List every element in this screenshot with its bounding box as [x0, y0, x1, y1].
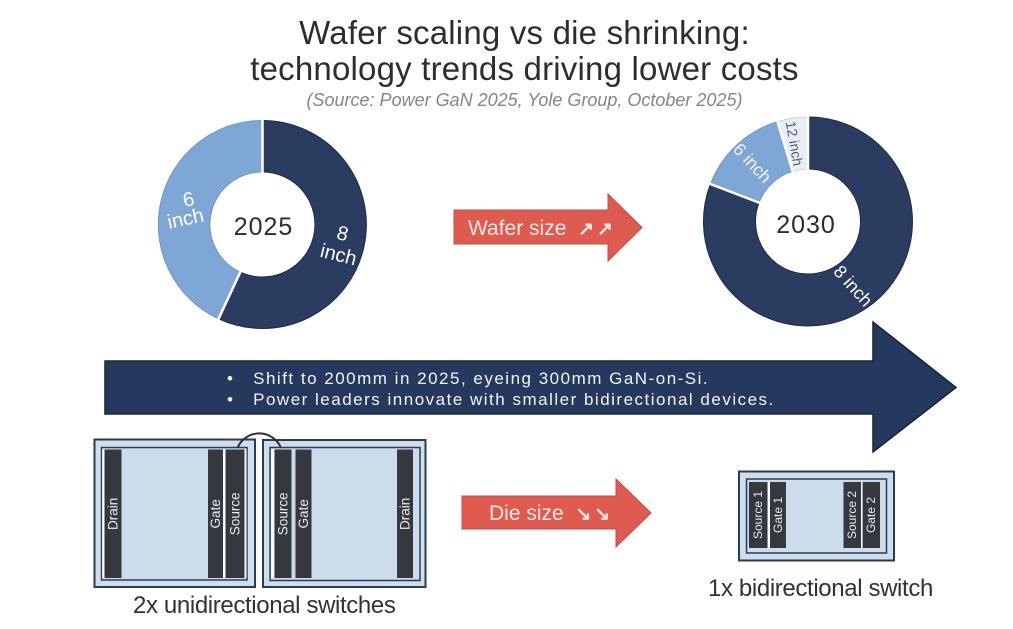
svg-text:12 inch: 12 inch — [783, 120, 807, 167]
svg-text:Source: Source — [228, 492, 243, 535]
svg-text:Source: Source — [276, 492, 291, 535]
svg-text:Gate: Gate — [208, 499, 223, 528]
svg-text:Source 1: Source 1 — [751, 491, 765, 539]
svg-text:8: 8 — [334, 222, 350, 246]
svg-text:Gate: Gate — [296, 499, 311, 528]
svg-text:6: 6 — [181, 188, 196, 212]
svg-text:Drain: Drain — [398, 498, 413, 530]
svg-text:Drain: Drain — [106, 498, 121, 530]
svg-text:Gate 1: Gate 1 — [771, 497, 785, 533]
svg-text:Gate 2: Gate 2 — [864, 497, 878, 533]
svg-text:Source 2: Source 2 — [845, 491, 859, 539]
